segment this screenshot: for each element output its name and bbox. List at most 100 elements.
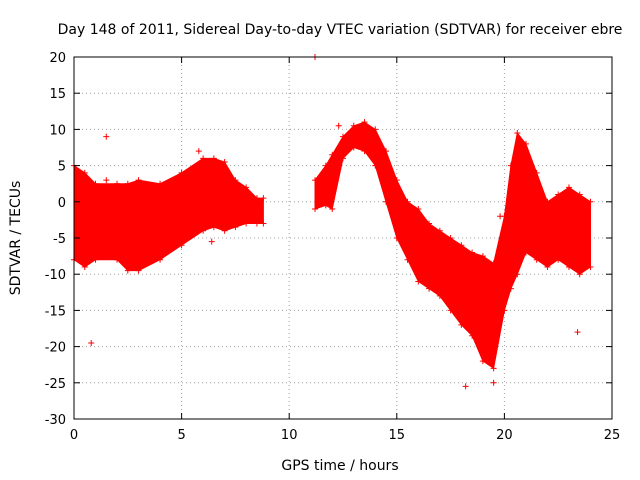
data-point [135,177,142,184]
x-tick-label: 5 [177,428,185,443]
data-band [314,121,591,370]
data-point [135,267,142,274]
grid-layer [74,57,612,419]
outlier-point [335,122,342,129]
data-point [178,242,185,249]
data-point [232,177,239,184]
data-point [565,263,572,270]
data-point [157,180,164,187]
data-layer [71,54,594,390]
outlier-point [462,383,469,390]
data-point [522,140,529,147]
data-point [404,256,411,263]
data-point [329,151,336,158]
data-point [361,119,368,126]
data-point [490,365,497,372]
data-point [340,133,346,140]
x-tick-label: 10 [281,428,298,443]
data-point [479,358,486,365]
data-point [436,227,443,234]
chart-title: Day 148 of 2011, Sidereal Day-to-day VTE… [58,22,623,38]
outlier-point [574,329,581,336]
data-point [383,148,390,155]
outlier-point [208,238,215,245]
y-tick-label: -20 [45,341,66,356]
data-point [312,206,319,213]
data-point [81,169,88,176]
data-point [260,220,267,227]
data-point [124,267,131,274]
data-point [479,253,486,260]
data-point [576,191,583,198]
data-point [340,155,346,162]
data-point [490,260,497,267]
outlier-point [103,133,110,140]
data-point [544,263,551,270]
data-point [415,278,422,285]
data-point [426,285,433,292]
data-point [178,169,185,176]
data-point [447,307,454,314]
data-point [124,180,131,187]
y-tick-label: -10 [45,268,66,283]
outlier-point [195,148,202,155]
data-point [469,332,476,339]
data-point [312,177,319,184]
data-point [514,271,521,278]
data-point [372,126,379,133]
x-axis-label: GPS time / hours [281,458,398,474]
data-point [436,292,443,299]
data-point [426,220,433,227]
data-point [393,235,400,241]
data-point [507,285,514,292]
y-tick-label: -25 [45,377,66,392]
data-point [322,202,329,209]
outlier-point [88,339,95,346]
x-tick-label: 0 [70,428,78,443]
data-point [253,195,260,202]
tick-layer: 0 5 10 15 20 25 -30 -25 -20 -15 -10 -5 0 5 10 15 20 [45,51,621,443]
data-point [383,198,390,205]
data-point [243,184,250,191]
x-tick-label: 15 [389,428,406,443]
data-point [200,227,207,234]
y-tick-label: 15 [49,87,66,102]
y-tick-label: 20 [49,51,66,66]
data-point [350,122,357,129]
data-point [92,256,99,263]
data-point [555,191,562,198]
data-point [501,307,508,314]
data-point [221,227,228,234]
y-tick-label: -5 [53,232,66,247]
data-point [329,206,336,213]
outlier-point [103,177,110,184]
data-point [243,220,250,227]
data-point [81,263,88,270]
data-point [555,256,562,263]
y-tick-label: 10 [49,123,66,138]
data-point [92,180,99,187]
data-point [361,148,368,155]
x-tick-label: 25 [604,428,621,443]
data-point [587,198,594,205]
data-point [565,184,572,191]
data-band [73,157,264,272]
data-point [350,144,357,151]
data-point [533,256,540,263]
data-point [458,242,465,249]
outlier-point [497,213,504,220]
outlier-point [490,379,497,386]
data-point [458,321,465,328]
data-point [221,158,228,165]
y-tick-label: -15 [45,304,66,319]
data-point [253,220,260,227]
y-tick-label: -30 [45,413,66,428]
data-point [469,249,476,256]
x-tick-label: 20 [496,428,513,443]
data-point [404,198,411,205]
data-point [587,263,594,270]
data-point [447,235,454,241]
y-axis-label: SDTVAR / TECUs [8,181,24,296]
